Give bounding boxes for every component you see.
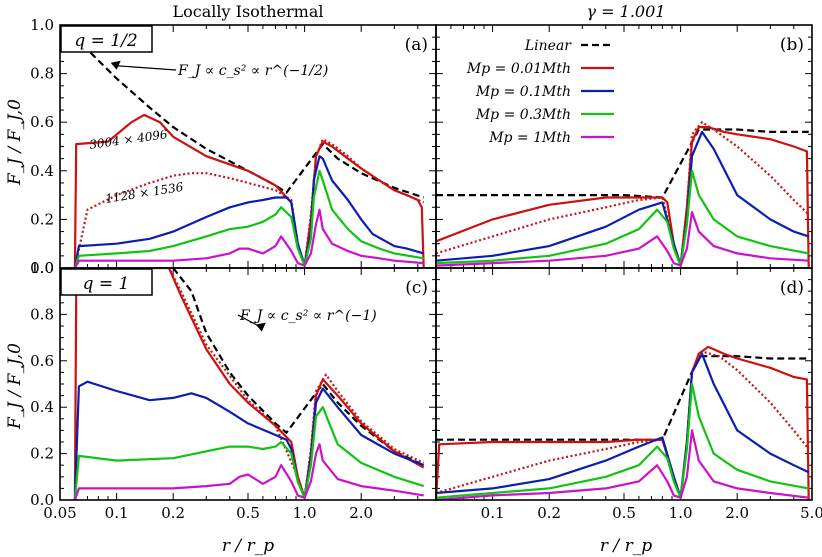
series-line-mp-1mth: [73, 208, 424, 268]
x-tick-label: 0.5: [236, 504, 260, 522]
series-line-mp-1mth: [436, 429, 809, 500]
panel-frame: [435, 267, 813, 501]
panel-2: (c) 0.0 0.2 0.4 0.6 0.8 1.0 0.05 0.1 0.2 0.5 1.0 2.0…: [30, 259, 437, 522]
ticks: [435, 267, 813, 501]
y-tick-label: 0.0: [30, 259, 54, 277]
y-tick-label: 0.0: [30, 491, 54, 509]
series-line-mp-0-01mth: [436, 345, 810, 500]
xlabel-right: r / r_p: [600, 536, 652, 556]
series-line-mp-0-3mth: [73, 169, 424, 268]
series-line-mp-0-01mth-low-res-: [77, 268, 425, 499]
xlabel-left: r / r_p: [222, 536, 274, 556]
y-tick-label: 0.8: [30, 305, 54, 323]
ylabel-bottom: F_J / F_J,0: [5, 343, 25, 430]
column-title-right: γ = 1.001: [587, 2, 666, 21]
legend-label: Linear: [524, 38, 572, 54]
legend-label: Mp = 0.3Mth: [475, 107, 571, 123]
y-tick-label: 0.8: [30, 65, 54, 83]
ticks: [59, 267, 437, 501]
y-tick-label: 1.0: [30, 259, 54, 277]
series-line-mp-0-1mth: [73, 155, 425, 268]
legend-label: Mp = 1Mth: [488, 130, 571, 146]
ylabel-top: F_J / F_J,0: [5, 99, 25, 186]
panel-label: (c): [405, 278, 428, 298]
x-tick-label: 5.0: [800, 504, 822, 522]
y-tick-label: 0.4: [30, 398, 54, 416]
res-label-high: 3004 × 4096: [88, 127, 168, 152]
y-tick-label: 0.2: [30, 210, 54, 228]
series-line-linear: [436, 355, 809, 441]
row-label: q = 1: [83, 274, 130, 294]
series-line-linear: [436, 128, 809, 199]
panels-group: (a) 0.0 0.2 0.4 0.6 0.8 1.0 q = 1/2 F_J ∝ c_s² ∝…: [30, 16, 822, 522]
panel-frame: [59, 267, 437, 501]
series-line-mp-0-3mth: [436, 169, 809, 267]
y-tick-label: 1.0: [30, 16, 54, 34]
x-tick-label: 0.5: [612, 504, 636, 522]
annotation-text: F_J ∝ c_s² ∝ r^(−1/2): [177, 63, 328, 79]
annotation-arrow: [110, 60, 177, 71]
y-tick-label: 0.6: [30, 113, 54, 131]
y-tick-label: 0.2: [30, 445, 54, 463]
panel-label: (b): [780, 35, 804, 55]
row-label: q = 1/2: [74, 31, 137, 51]
series-line-mp-0-1mth: [436, 130, 810, 267]
annotation-text: F_J ∝ c_s² ∝ r^(−1): [239, 308, 377, 324]
x-tick-label: 0.05: [43, 504, 76, 522]
x-tick-label: 1.0: [293, 504, 317, 522]
series-line-mp-0-01mth: [73, 268, 425, 500]
series-line-mp-0-01mth: [436, 125, 810, 268]
row-label-box: [60, 268, 153, 296]
legend: Linear Mp = 0.01Mth Mp = 0.1Mth Mp = 0.3Mth…: [466, 38, 614, 146]
series-line-mp-0-1mth: [73, 380, 425, 500]
y-tick-label: 0.6: [30, 352, 54, 370]
x-tick-label: 0.1: [105, 504, 129, 522]
series-line-mp-0-01mth-1128-1536-: [73, 138, 425, 268]
panel-1: (b) Linear Mp = 0.01Mth Mp = 0.1Mth Mp = 0.3…: [435, 24, 813, 269]
x-tick-label: 0.1: [481, 504, 505, 522]
legend-label: Mp = 0.01Mth: [466, 61, 571, 77]
series-line-mp-0-3mth: [436, 382, 809, 499]
series-line-mp-1mth: [436, 211, 809, 267]
column-title-left: Locally Isothermal: [173, 2, 324, 21]
annotation-arrow: [237, 314, 266, 332]
x-tick-label: 0.2: [161, 504, 185, 522]
x-tick-label: 1.0: [669, 504, 693, 522]
panel-label: (a): [405, 35, 428, 55]
x-tick-label: 0.2: [537, 504, 561, 522]
row-label-box: [60, 25, 153, 53]
y-tick-label: 0.4: [30, 162, 54, 180]
series-line-mp-0-3mth: [73, 406, 425, 500]
x-tick-label: 2.0: [349, 504, 373, 522]
legend-label: Mp = 0.1Mth: [475, 84, 571, 100]
series-line-linear: [74, 36, 425, 199]
panel-0: (a) 0.0 0.2 0.4 0.6 0.8 1.0 q = 1/2 F_J ∝ c_s² ∝…: [30, 16, 437, 277]
series-line-linear: [172, 268, 425, 467]
panel-label: (d): [780, 278, 804, 298]
x-tick-label: 2.0: [725, 504, 749, 522]
panel-3: (d) 0.1 0.2 0.5 1.0 2.0 5.0: [435, 267, 822, 522]
series-line-mp-1mth: [73, 443, 424, 500]
